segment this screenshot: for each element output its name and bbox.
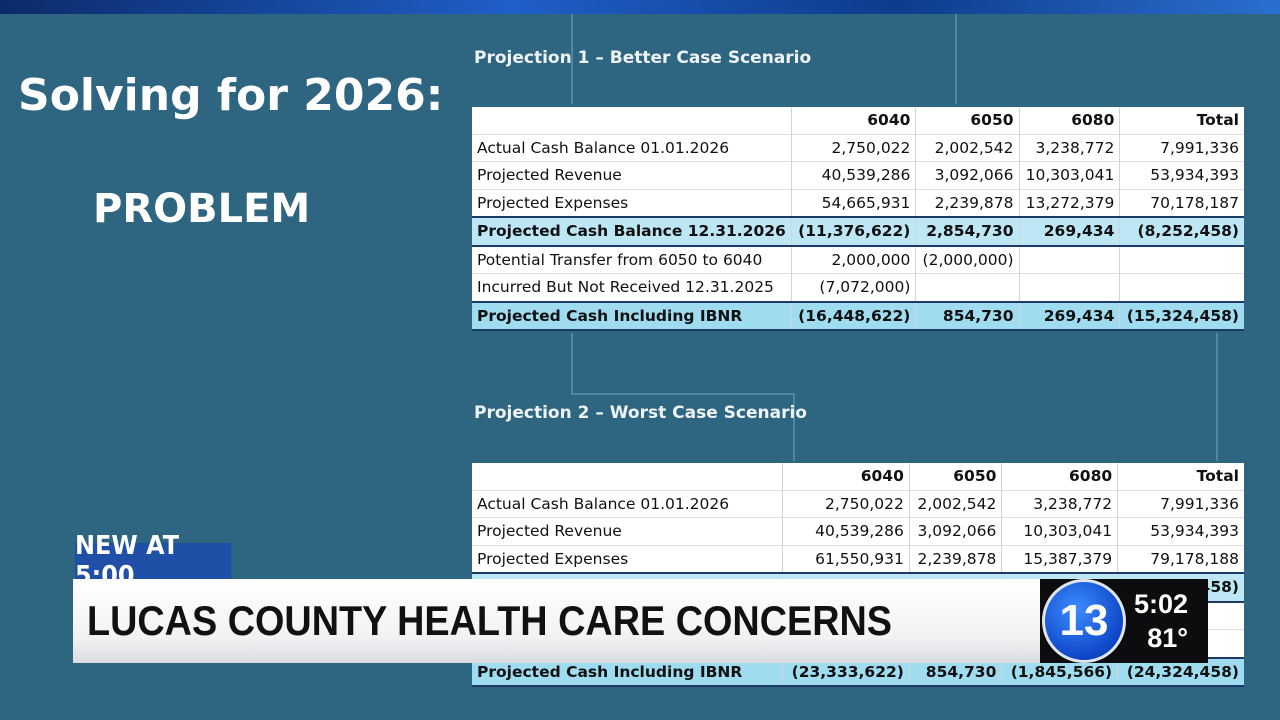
row-label: Projected Revenue [472,161,792,190]
table-row: Potential Transfer from 6050 to 6040 2,00… [472,245,1244,274]
table-cell: 3,092,066 [909,517,1003,546]
table-cell: 2,750,022 [791,134,917,162]
column-header [472,107,792,135]
table-header-row: 6040 6050 6080 Total [472,107,1244,135]
table-cell: 54,665,931 [791,189,917,218]
projection1-table: 6040 6050 6080 Total Actual Cash Balance 01.… [472,107,1244,331]
table-cell: (8,252,458) [1119,216,1244,247]
slide-title: Solving for 2026: [18,70,444,121]
table-cell: 40,539,286 [791,161,917,190]
row-label: Projected Expenses [472,545,783,574]
table-cell: 15,387,379 [1001,545,1119,574]
top-bar [0,0,1280,14]
column-header: 6040 [782,463,910,491]
station-bug: 13 5:02 81° [1040,579,1208,663]
connector-line [793,393,795,461]
column-header: 6040 [791,107,917,135]
table-cell: (11,376,622) [791,216,917,247]
table-row: Actual Cash Balance 01.01.2026 2,750,022 2… [472,490,1244,518]
column-header: 6050 [915,107,1020,135]
row-label: Incurred But Not Received 12.31.2025 [472,273,792,302]
table-cell: 7,991,336 [1119,134,1244,162]
table-cell: 70,178,187 [1119,189,1244,218]
table-row: Actual Cash Balance 01.01.2026 2,750,022 2… [472,134,1244,162]
row-label: Projected Expenses [472,189,792,218]
table-cell: (7,072,000) [791,273,917,302]
table-cell: 40,539,286 [782,517,910,546]
table-cell: 3,092,066 [915,161,1020,190]
table-cell: 3,238,772 [1019,134,1121,162]
table-cell: 2,750,022 [782,490,910,518]
slide-subtitle: PROBLEM [93,186,311,232]
projection2-heading: Projection 2 – Worst Case Scenario [474,403,807,423]
row-label: Actual Cash Balance 01.01.2026 [472,134,792,162]
table-cell: 13,272,379 [1019,189,1121,218]
table-row: Projected Cash Including IBNR (16,448,622… [472,300,1244,331]
table-cell: 10,303,041 [1019,161,1121,190]
table-cell: (2,000,000) [915,245,1020,274]
table-cell: 2,854,730 [915,216,1020,247]
connector-line [571,14,573,104]
table-header-row: 6040 6050 6080 Total [472,463,1244,491]
table-cell: 53,934,393 [1119,161,1244,190]
column-header: 6050 [909,463,1003,491]
table-cell [1019,245,1121,274]
table-cell: 53,934,393 [1117,517,1244,546]
table-row: Projected Revenue 40,539,286 3,092,066 10,3… [472,161,1244,190]
row-label: Potential Transfer from 6050 to 6040 [472,245,792,274]
headline-text: LUCAS COUNTY HEALTH CARE CONCERNS [87,597,893,644]
table-row: Projected Expenses 54,665,931 2,239,878 13,… [472,189,1244,218]
table-row: Projected Cash Balance 12.31.2026 (11,376… [472,216,1244,247]
table-cell: 2,000,000 [791,245,917,274]
column-header [472,463,783,491]
table-row: Incurred But Not Received 12.31.2025 (7,0… [472,273,1244,302]
table-cell: 7,991,336 [1117,490,1244,518]
table-cell: 79,178,188 [1117,545,1244,574]
table-cell [1119,273,1244,302]
table-cell: 2,239,878 [909,545,1003,574]
clock-time: 5:02 [1134,589,1189,619]
station-logo: 13 [1042,579,1126,663]
connector-line [571,333,573,395]
table-cell: (15,324,458) [1119,300,1244,331]
news-tag: NEW AT 5:00 [75,531,232,591]
table-cell: 854,730 [915,300,1020,331]
table-cell [1019,273,1121,302]
time-weather: 5:02 81° [1134,587,1188,655]
column-header: Total [1119,107,1244,135]
headline-banner: LUCAS COUNTY HEALTH CARE CONCERNS [73,579,1073,663]
table-cell: 269,434 [1019,300,1121,331]
row-label: Projected Revenue [472,517,783,546]
column-header: 6080 [1019,107,1121,135]
table-cell: 10,303,041 [1001,517,1119,546]
table-cell: 2,002,542 [915,134,1020,162]
temperature: 81° [1147,623,1189,653]
table-cell: 2,002,542 [909,490,1003,518]
table-cell [915,273,1020,302]
projection1-heading: Projection 1 – Better Case Scenario [474,48,812,68]
table-cell: 3,238,772 [1001,490,1119,518]
column-header: Total [1117,463,1244,491]
connector-line [1216,333,1218,461]
table-cell: (16,448,622) [791,300,917,331]
connector-line [571,393,795,395]
column-header: 6080 [1001,463,1119,491]
table-cell: 2,239,878 [915,189,1020,218]
row-label: Actual Cash Balance 01.01.2026 [472,490,783,518]
table-cell: 269,434 [1019,216,1121,247]
table-cell: 61,550,931 [782,545,910,574]
connector-line [955,14,957,104]
table-cell [1119,245,1244,274]
table-row: Projected Expenses 61,550,931 2,239,878 15,… [472,545,1244,574]
table-row: Projected Revenue 40,539,286 3,092,066 10,3… [472,517,1244,546]
row-label: Projected Cash Including IBNR [472,300,792,331]
row-label: Projected Cash Balance 12.31.2026 [472,216,792,247]
